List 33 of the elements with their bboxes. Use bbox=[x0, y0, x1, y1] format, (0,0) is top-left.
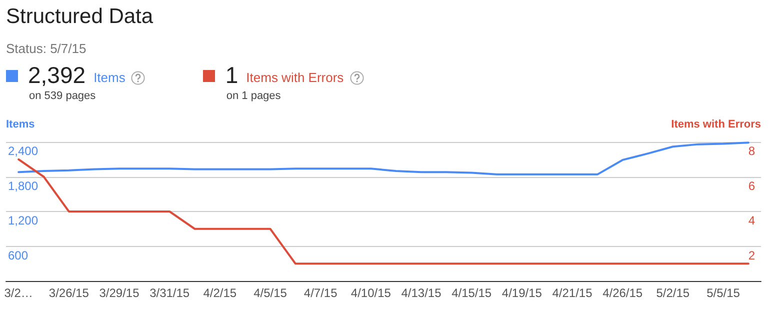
text: Items with Errors bbox=[246, 70, 344, 85]
x-tick-label: 4/7/15 bbox=[304, 286, 338, 300]
x-tick-label: 3/29/15 bbox=[99, 286, 140, 300]
x-tick-label: 4/21/15 bbox=[552, 286, 593, 300]
chart-subtitle: Status: 5/7/15 bbox=[6, 41, 88, 56]
y-axis-title: Items bbox=[6, 118, 35, 130]
x-tick-label: 4/15/15 bbox=[452, 286, 492, 300]
text: 1 bbox=[225, 62, 238, 89]
x-tick-label: 4/13/15 bbox=[401, 286, 442, 300]
y2-tick-label: 4 bbox=[748, 214, 756, 228]
x-tick-label: 4/19/15 bbox=[502, 286, 542, 300]
y2-tick-label: 8 bbox=[748, 144, 756, 158]
y-tick-label: 1,200 bbox=[8, 214, 38, 228]
y-tick-label: 600 bbox=[8, 248, 28, 262]
x-tick-label: 3/2… bbox=[4, 286, 33, 300]
y-tick-label: 1,800 bbox=[8, 178, 38, 193]
y-tick-label: 2,400 bbox=[8, 144, 38, 158]
x-tick-label: 4/10/15 bbox=[350, 286, 392, 300]
y2-tick-label: 2 bbox=[748, 248, 756, 262]
x-tick-label: 3/26/15 bbox=[48, 286, 90, 300]
text: Items bbox=[94, 70, 126, 85]
x-tick-label: 4/2/15 bbox=[203, 286, 237, 300]
y2-axis-title: Items with Errors bbox=[671, 118, 761, 130]
x-tick-label: 5/2/15 bbox=[656, 286, 690, 300]
chart-title: Structured Data bbox=[6, 5, 154, 29]
text: 2,392 bbox=[28, 62, 86, 89]
x-tick-label: 4/5/15 bbox=[254, 286, 288, 300]
x-tick-label: 4/26/15 bbox=[602, 286, 643, 300]
text: on 539 pages bbox=[29, 90, 97, 102]
x-tick-label: 5/5/15 bbox=[706, 286, 740, 300]
text: on 1 pages bbox=[226, 90, 282, 102]
y2-tick-label: 6 bbox=[748, 178, 756, 193]
x-tick-label: 3/31/15 bbox=[150, 286, 190, 300]
